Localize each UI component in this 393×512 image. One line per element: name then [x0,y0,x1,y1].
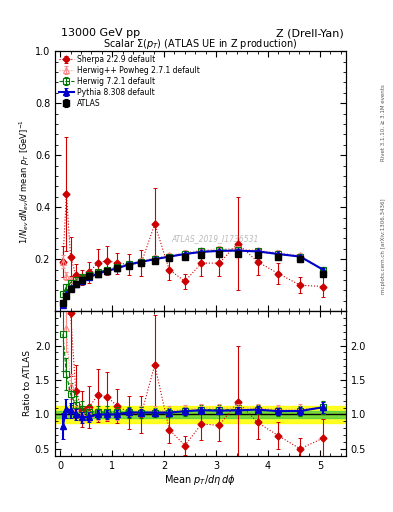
Y-axis label: $1/N_{ev}\, dN_{ev}/d$ mean $p_T$ [GeV]$^{-1}$: $1/N_{ev}\, dN_{ev}/d$ mean $p_T$ [GeV]$… [18,119,32,244]
Text: Z (Drell-Yan): Z (Drell-Yan) [276,28,344,38]
X-axis label: Mean $p_T/d\eta\, d\phi$: Mean $p_T/d\eta\, d\phi$ [165,473,236,487]
Title: Scalar $\Sigma(p_T)$ (ATLAS UE in Z production): Scalar $\Sigma(p_T)$ (ATLAS UE in Z prod… [103,37,298,51]
Text: ATLAS_2019_I1736531: ATLAS_2019_I1736531 [171,234,259,243]
Text: 13000 GeV pp: 13000 GeV pp [61,28,140,38]
Text: Rivet 3.1.10, ≥ 3.1M events: Rivet 3.1.10, ≥ 3.1M events [381,84,386,161]
Text: mcplots.cern.ch [arXiv:1306.3436]: mcplots.cern.ch [arXiv:1306.3436] [381,198,386,293]
Bar [55,406,346,423]
Legend: Sherpa 2.2.9 default, Herwig++ Powheg 2.7.1 default, Herwig 7.2.1 default, Pythi: Sherpa 2.2.9 default, Herwig++ Powheg 2.… [57,53,202,109]
Y-axis label: Ratio to ATLAS: Ratio to ATLAS [23,350,32,416]
Bar [55,411,346,418]
